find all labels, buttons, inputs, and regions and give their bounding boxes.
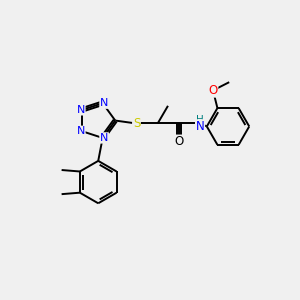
Text: S: S (133, 117, 140, 130)
Text: O: O (174, 135, 184, 148)
Text: H: H (196, 115, 204, 125)
Text: N: N (76, 126, 85, 136)
Text: N: N (100, 98, 108, 108)
Text: N: N (76, 105, 85, 115)
Text: O: O (208, 84, 217, 97)
Text: N: N (100, 133, 108, 143)
Text: N: N (196, 120, 204, 133)
